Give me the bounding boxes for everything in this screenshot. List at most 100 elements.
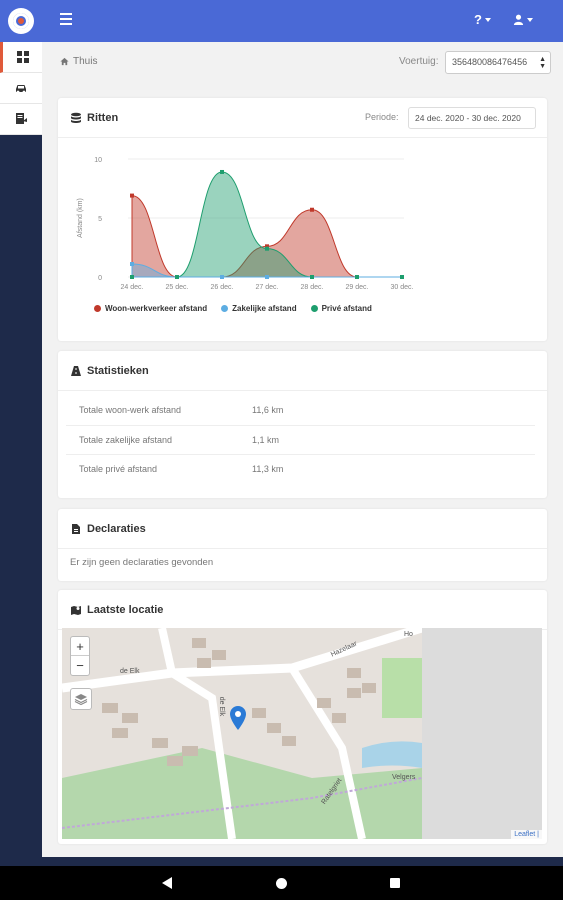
stats-row: Totale privé afstand 11,3 km [66, 454, 535, 483]
question-icon: ? [474, 12, 482, 27]
stats-value: 11,6 km [252, 405, 284, 415]
location-card: Laatste locatie [58, 590, 547, 844]
location-map[interactable]: de Elk de Elk Hazelaar Ratelgriet Velger… [62, 628, 542, 839]
stats-value: 1,1 km [252, 435, 280, 445]
expense-icon [16, 113, 27, 124]
user-menu[interactable] [513, 12, 533, 27]
map-attribution[interactable]: Leaflet | [511, 830, 542, 839]
legend-label: Woon-werkverkeer afstand [105, 304, 208, 313]
road-label: de Elk [120, 668, 140, 675]
legend-label: Privé afstand [321, 304, 372, 313]
data-point[interactable] [310, 275, 314, 279]
back-icon[interactable] [162, 877, 172, 889]
x-tick-label: 30 dec. [391, 284, 414, 291]
data-point[interactable] [220, 275, 224, 279]
data-point[interactable] [220, 169, 224, 174]
dashboard-icon [16, 51, 29, 63]
statistics-title: Statistieken [87, 364, 149, 377]
vehicle-select[interactable]: 356480086476456 ▲ ▼ [445, 51, 551, 74]
data-point[interactable] [265, 275, 269, 279]
rides-card: Ritten Periode: 24 dec. 2020 - 30 dec. 2… [58, 98, 547, 341]
zoom-in-button[interactable]: + [71, 637, 89, 656]
declarations-title: Declaraties [87, 522, 146, 535]
x-tick-label: 25 dec. [166, 284, 189, 291]
data-point[interactable] [310, 207, 314, 212]
chevron-down-icon [485, 17, 491, 22]
footer [42, 857, 563, 866]
map-unloaded-area [422, 628, 542, 839]
stats-label: Totale zakelijke afstand [79, 435, 173, 445]
x-tick-label: 29 dec. [346, 284, 369, 291]
rides-chart: 0 5 10 24 dec. 25 dec. 26 dec. 27 dec. 28 dec. 2… [77, 157, 414, 291]
data-point[interactable] [130, 262, 134, 267]
user-icon [513, 14, 524, 25]
road-label: Ho [404, 631, 413, 638]
layers-button[interactable] [70, 688, 92, 710]
road-label: Velgers [392, 774, 416, 781]
stats-label: Totale woon-werk afstand [79, 405, 182, 415]
legend-item[interactable]: Privé afstand [310, 304, 372, 313]
y-tick-label: 10 [94, 157, 102, 164]
x-tick-label: 24 dec. [121, 284, 144, 291]
database-icon [71, 112, 81, 123]
road-label: de Elk [218, 696, 226, 717]
stats-value: 11,3 km [252, 464, 284, 474]
logo[interactable] [8, 8, 34, 34]
main-content: Thuis Voertuig: 356480086476456 ▲ ▼ Ritte… [42, 42, 563, 857]
data-point[interactable] [265, 246, 269, 251]
home-circle-icon[interactable] [276, 878, 287, 889]
legend-item[interactable]: Woon-werkverkeer afstand [94, 304, 207, 313]
chart-legend: Woon-werkverkeer afstand Zakelijke afstan… [94, 304, 372, 313]
map-tiles [62, 628, 424, 839]
help-menu[interactable]: ? [474, 12, 491, 27]
recent-apps-icon[interactable] [390, 878, 400, 888]
stats-row: Totale woon-werk afstand 11,6 km [66, 396, 535, 425]
legend-swatch [310, 305, 318, 312]
legend-swatch [94, 305, 101, 312]
map-icon [71, 605, 81, 615]
y-tick-label: 5 [98, 216, 102, 223]
statistics-card: Statistieken Totale woon-werk afstand 11… [58, 351, 547, 498]
x-tick-label: 27 dec. [256, 284, 279, 291]
data-point[interactable] [130, 193, 134, 198]
declarations-empty-text: Er zijn geen declaraties gevonden [70, 557, 214, 568]
zoom-out-button[interactable]: − [76, 658, 84, 673]
file-icon [72, 523, 80, 534]
select-arrows-icon: ▲ ▼ [539, 56, 546, 70]
data-point[interactable] [175, 275, 179, 279]
top-bar: ? [0, 0, 563, 42]
chevron-down-icon [527, 17, 533, 22]
period-input[interactable]: 24 dec. 2020 - 30 dec. 2020 [408, 107, 536, 129]
y-axis-label: Afstand (km) [77, 198, 84, 238]
map-marker-icon[interactable] [230, 706, 246, 730]
data-point[interactable] [265, 244, 269, 249]
data-point[interactable] [130, 275, 134, 279]
breadcrumb-home[interactable]: Thuis [73, 56, 98, 67]
data-point[interactable] [355, 275, 359, 279]
x-tick-label: 28 dec. [301, 284, 324, 291]
sidebar-item-dashboard[interactable] [0, 42, 42, 73]
location-title: Laatste locatie [87, 603, 164, 616]
layers-icon [74, 694, 88, 706]
home-icon [60, 57, 69, 66]
stats-label: Totale privé afstand [79, 464, 158, 474]
sidebar [0, 42, 42, 866]
legend-swatch [221, 305, 229, 312]
legend-item[interactable]: Zakelijke afstand [221, 304, 297, 313]
road-icon [71, 365, 81, 376]
car-icon [16, 85, 26, 94]
sidebar-item-vehicles[interactable] [0, 73, 42, 104]
zoom-control: + − [70, 636, 90, 676]
period-label: Periode: [365, 112, 399, 122]
hamburger-icon[interactable] [60, 13, 72, 27]
y-tick-label: 0 [98, 275, 102, 282]
vehicle-label: Voertuig: [399, 56, 439, 67]
series-area [131, 171, 402, 278]
data-point[interactable] [400, 275, 404, 279]
breadcrumb: Thuis [60, 56, 97, 67]
android-nav-bar [0, 866, 563, 900]
declarations-card: Declaraties Er zijn geen declaraties gev… [58, 509, 547, 581]
x-tick-label: 26 dec. [211, 284, 234, 291]
vehicle-value: 356480086476456 [452, 57, 528, 67]
sidebar-item-declarations[interactable] [0, 104, 42, 135]
